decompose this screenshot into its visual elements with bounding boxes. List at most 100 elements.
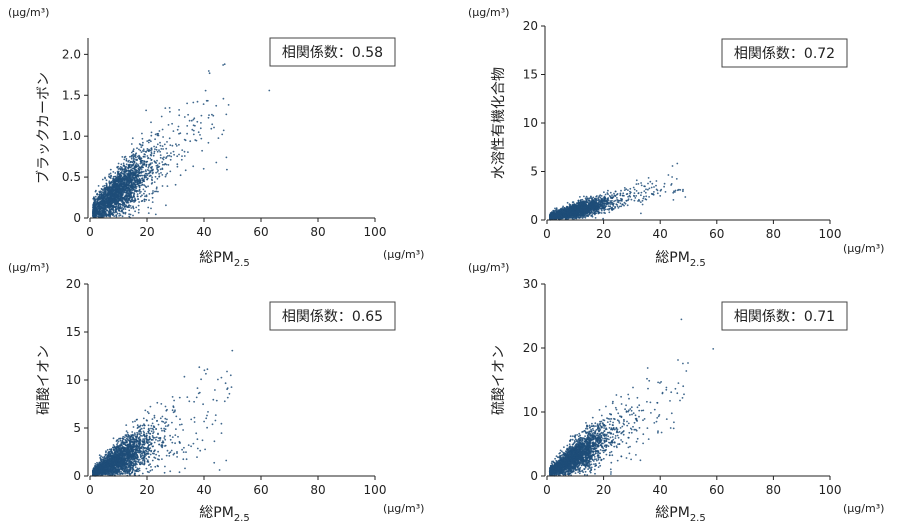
scatter-point [154,213,157,216]
scatter-point [94,190,97,193]
scatter-point [150,147,153,150]
scatter-point [659,189,662,192]
scatter-point [154,133,157,136]
scatter-point [171,144,174,147]
scatter-point [651,182,654,185]
scatter-point [211,123,214,126]
scatter-point [115,190,117,192]
scatter-point [608,195,611,197]
scatter-point [207,116,210,119]
scatter-point [144,195,146,198]
scatter-point [175,143,177,146]
scatter-point [98,196,100,199]
scatter-point [120,171,123,174]
scatter-point [571,201,574,204]
scatter-point [101,207,104,210]
scatter-point [96,211,99,214]
scatter-point [141,184,144,186]
scatter-point [169,170,172,173]
scatter-point [598,206,601,209]
scatter-point [143,198,146,201]
scatter-point [119,182,122,185]
scatter-point [170,155,173,158]
scatter-point [103,197,105,200]
scatter-point [167,124,170,126]
scatter-point [147,166,150,169]
scatter-point [158,130,161,132]
scatter-point [111,205,114,208]
scatter-point [160,172,162,174]
scatter-point [119,198,122,201]
scatter-point [165,174,168,176]
scatter-point [160,148,163,150]
scatter-point [152,190,154,192]
scatter-point [195,139,198,142]
scatter-point [101,212,104,215]
scatter-point [130,165,133,168]
scatter-point [130,143,133,145]
x-tick-label: 100 [364,225,387,239]
scatter-point [664,191,667,193]
scatter-point [130,176,133,178]
scatter-point [127,183,130,186]
scatter-point [574,217,577,219]
scatter-point [166,152,169,155]
scatter-point [135,170,138,172]
scatter-point [134,179,136,182]
scatter-point [169,110,171,113]
scatter-point [656,189,659,192]
scatter-point [186,125,189,127]
scatter-point [122,176,124,179]
scatter-point [116,178,118,181]
scatter-point [170,152,172,155]
scatter-point [156,143,159,146]
scatter-point [115,211,117,213]
scatter-point [129,213,132,216]
scatter-point [627,189,629,192]
scatter-point [122,172,125,175]
scatter-point [116,187,119,190]
scatter-point [103,189,106,191]
scatter-point [92,212,94,215]
scatter-point [603,209,606,212]
y-tick-label: 0.5 [62,170,81,184]
scatter-point [150,148,153,151]
scatter-point [150,159,153,162]
scatter-point [196,100,199,103]
scatter-point [150,154,153,157]
scatter-point [140,151,143,154]
scatter-point [659,195,662,197]
scatter-point [607,193,609,196]
scatter-point [140,168,143,171]
scatter-point [111,196,113,199]
scatter-point [199,127,202,130]
scatter-point [153,160,156,163]
scatter-point [145,151,148,153]
scatter-point [655,180,658,182]
scatter-point [593,197,596,200]
scatter-point [186,132,189,135]
scatter-point [122,208,125,211]
scatter-point [168,107,171,109]
scatter-point [641,203,644,206]
scatter-point [159,144,162,147]
scatter-point [188,119,191,122]
scatter-point [154,190,156,193]
scatter-point [132,148,135,151]
scatter-point [158,149,160,152]
scatter-point [108,173,111,176]
scatter-point [590,195,592,198]
scatter-point [127,166,130,168]
scatter-point [141,137,144,140]
scatter-point [123,168,126,171]
scatter-point [176,128,179,131]
scatter-point [202,167,205,170]
scatter-point [104,200,107,203]
scatter-point [630,198,633,201]
scatter-point [192,101,195,104]
scatter-point [143,184,146,187]
scatter-point [125,173,128,175]
scatter-point [603,191,605,194]
scatter-point [153,150,156,153]
scatter-point [102,191,104,194]
